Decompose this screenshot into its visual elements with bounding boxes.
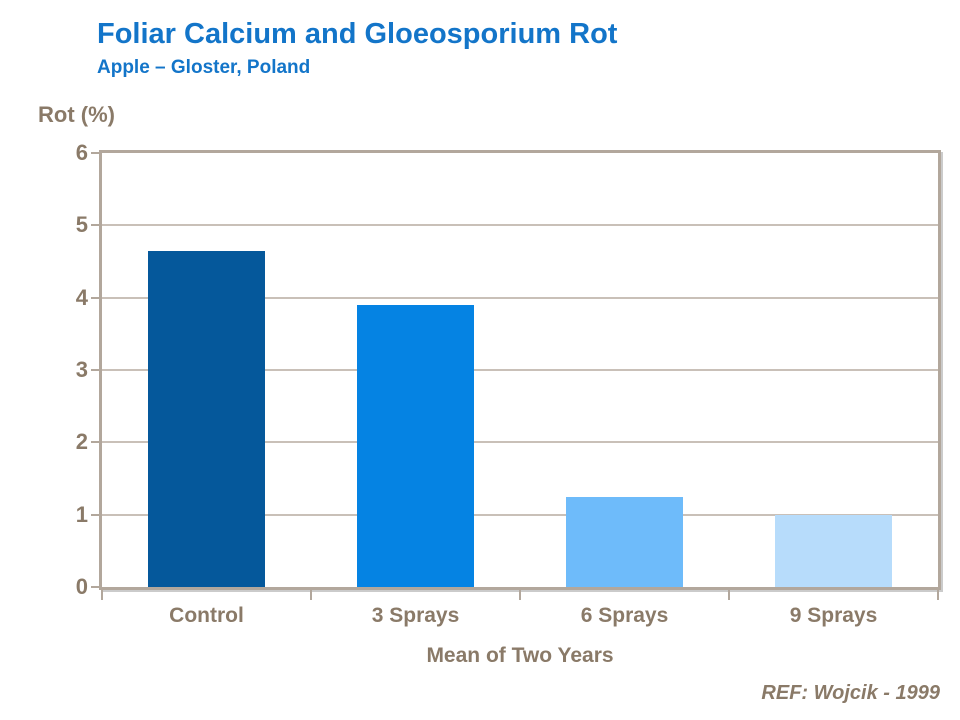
gridline-5 <box>102 224 938 227</box>
gridline-4 <box>102 296 938 299</box>
x-category-label: Control <box>169 604 244 627</box>
reference-note: REF: Wojcik - 1999 <box>761 682 940 704</box>
y-axis-title: Rot (%) <box>38 102 115 127</box>
y-tick-label-6: 6 <box>75 140 88 165</box>
y-tick-mark <box>91 441 100 444</box>
gridline-3 <box>102 369 938 371</box>
y-tick-label-4: 4 <box>75 284 88 310</box>
x-category-label: 9 Sprays <box>789 604 878 627</box>
x-axis-title: Mean of Two Years <box>426 644 614 667</box>
bar-6-sprays <box>566 497 683 587</box>
y-tick-mark <box>91 224 100 227</box>
y-tick-mark <box>91 586 100 588</box>
x-category-label: 6 Sprays <box>580 604 669 627</box>
x-tick-mark <box>519 590 521 600</box>
y-tick-label-0: 0 <box>75 574 88 599</box>
x-category-label: 3 Sprays <box>371 604 460 627</box>
y-tick-label-1: 1 <box>75 501 88 527</box>
gridline-2 <box>102 441 938 444</box>
y-tick-mark <box>91 513 100 516</box>
bar-control <box>148 251 265 587</box>
chart-title: Foliar Calcium and Gloeosporium Rot <box>97 18 618 50</box>
bar-3-sprays <box>357 305 474 587</box>
x-tick-mark <box>937 590 939 600</box>
gridline-1 <box>102 513 938 516</box>
bar-9-sprays <box>775 515 892 587</box>
x-tick-mark <box>101 590 103 600</box>
y-tick-label-2: 2 <box>75 429 88 455</box>
y-tick-label-3: 3 <box>75 357 88 382</box>
x-tick-mark <box>728 590 730 600</box>
y-tick-mark <box>91 296 100 299</box>
chart-subtitle: Apple – Gloster, Poland <box>97 57 311 78</box>
x-tick-mark <box>310 590 312 600</box>
y-tick-mark <box>91 369 100 371</box>
plot-area <box>99 150 941 590</box>
y-tick-mark <box>91 152 100 154</box>
y-tick-label-5: 5 <box>75 212 88 238</box>
